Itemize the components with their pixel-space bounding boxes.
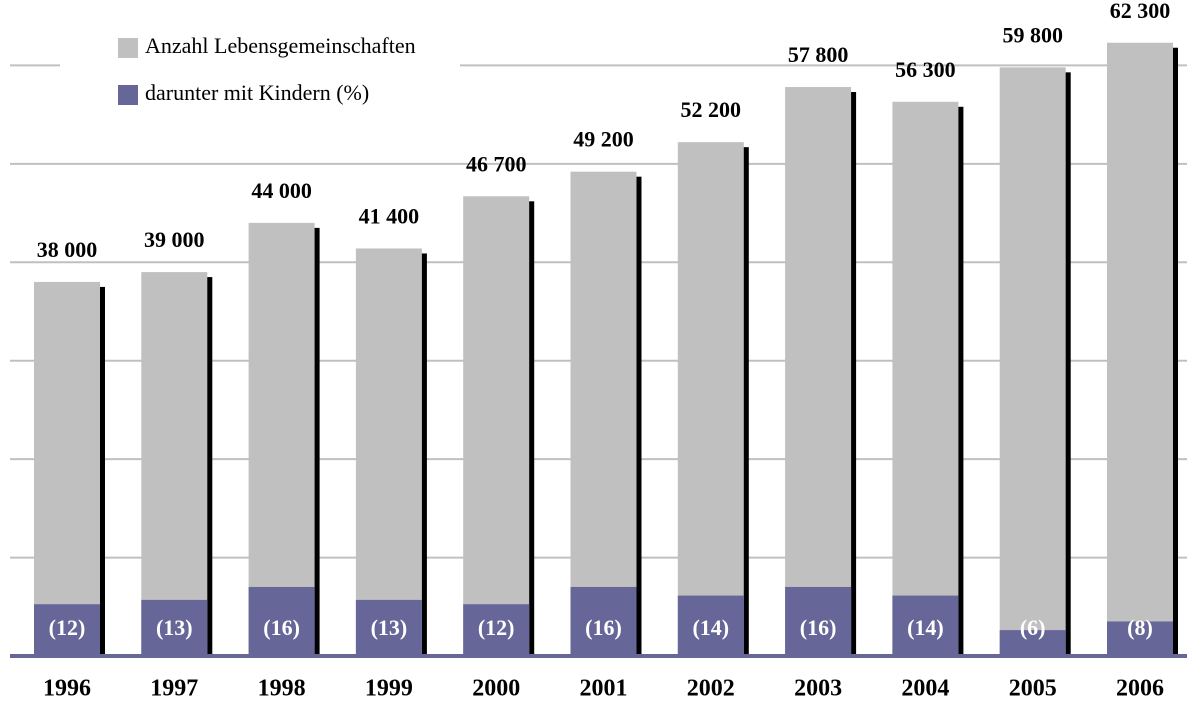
value-label: 44 000	[251, 178, 312, 203]
bar	[355, 248, 422, 656]
x-tick-label: 2000	[472, 676, 520, 702]
bar	[570, 171, 637, 656]
value-label: (6)	[1020, 615, 1046, 640]
bar	[785, 586, 852, 656]
value-label: (12)	[478, 615, 515, 640]
x-tick-label: 1999	[365, 676, 413, 702]
value-label: 46 700	[466, 151, 527, 176]
x-tick-label: 2006	[1116, 676, 1164, 702]
bar	[677, 595, 744, 656]
value-label: 38 000	[37, 237, 98, 262]
bar	[892, 101, 959, 656]
value-label: (12)	[49, 615, 86, 640]
value-label: (16)	[585, 615, 622, 640]
value-label: 52 200	[681, 97, 742, 122]
bar	[999, 67, 1066, 656]
x-tick-label: 2001	[580, 676, 628, 702]
bar	[463, 196, 530, 656]
bar	[141, 272, 208, 656]
value-label: 39 000	[144, 227, 205, 252]
x-tick-label: 2005	[1009, 676, 1057, 702]
value-label: (14)	[692, 615, 729, 640]
legend-swatch	[118, 85, 138, 105]
value-label: (13)	[156, 615, 193, 640]
bar	[570, 586, 637, 656]
value-label: (8)	[1127, 615, 1153, 640]
bar	[785, 87, 852, 656]
bar	[1107, 42, 1173, 656]
bar	[248, 586, 315, 656]
x-tick-label: 2003	[794, 676, 842, 702]
bar	[999, 630, 1066, 656]
value-label: 62 300	[1110, 0, 1171, 23]
value-label: 59 800	[1002, 22, 1063, 47]
value-label: (16)	[263, 615, 300, 640]
bar	[248, 222, 315, 656]
value-label: 41 400	[359, 204, 420, 229]
legend-label: Anzahl Lebensgemeinschaften	[145, 33, 416, 58]
bar	[463, 604, 530, 656]
legend-label: darunter mit Kindern (%)	[145, 80, 369, 105]
bar	[1107, 621, 1173, 656]
value-label: (16)	[800, 615, 837, 640]
value-label: (13)	[371, 615, 408, 640]
bar	[355, 599, 422, 656]
x-tick-label: 1997	[150, 676, 198, 702]
legend-swatch	[118, 38, 138, 58]
bar	[141, 599, 208, 656]
value-label: 49 200	[573, 127, 634, 152]
x-tick-label: 1998	[258, 676, 306, 702]
value-label: 57 800	[788, 42, 849, 67]
bar	[34, 281, 100, 656]
bar	[34, 604, 100, 656]
x-tick-label: 1996	[43, 676, 91, 702]
bar	[892, 595, 959, 656]
value-label: 56 300	[895, 57, 956, 82]
value-label: (14)	[907, 615, 944, 640]
x-tick-label: 2004	[901, 676, 949, 702]
bar	[677, 142, 744, 656]
x-tick-label: 2002	[687, 676, 735, 702]
